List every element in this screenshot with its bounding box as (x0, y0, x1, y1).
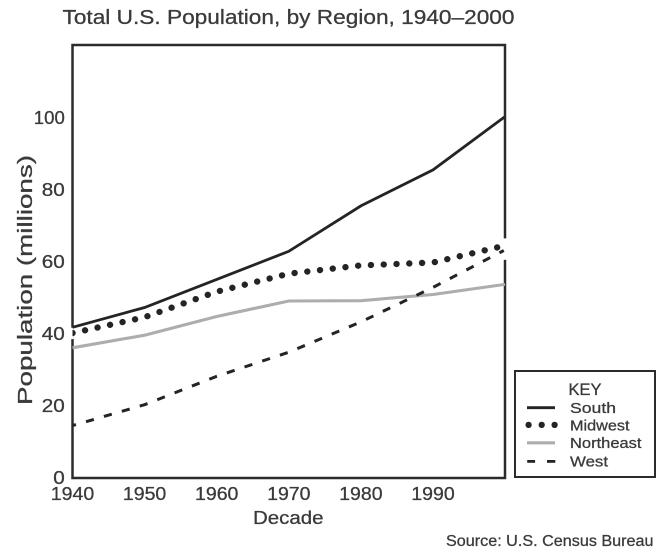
svg-text:West: West (570, 454, 609, 471)
svg-text:100: 100 (34, 108, 65, 128)
svg-text:60: 60 (42, 252, 65, 272)
svg-text:Midwest: Midwest (570, 417, 630, 434)
svg-text:1970: 1970 (267, 484, 310, 504)
svg-text:1980: 1980 (339, 484, 382, 504)
svg-text:1990: 1990 (411, 484, 454, 504)
svg-text:1940: 1940 (51, 484, 94, 504)
svg-text:Population (millions): Population (millions) (15, 155, 37, 405)
svg-text:20: 20 (42, 396, 65, 416)
svg-text:1960: 1960 (195, 484, 238, 504)
svg-text:Decade: Decade (253, 507, 324, 528)
svg-text:40: 40 (42, 324, 65, 344)
svg-text:Northeast: Northeast (570, 435, 642, 452)
svg-text:KEY: KEY (568, 381, 601, 399)
svg-text:Total U.S. Population, by Regi: Total U.S. Population, by Region, 1940–2… (63, 7, 515, 29)
svg-text:Source: U.S. Census Bureau: Source: U.S. Census Bureau (446, 533, 654, 550)
svg-text:80: 80 (42, 180, 65, 200)
svg-text:1950: 1950 (123, 484, 166, 504)
svg-text:South: South (570, 400, 616, 417)
svg-text:0: 0 (53, 468, 65, 488)
